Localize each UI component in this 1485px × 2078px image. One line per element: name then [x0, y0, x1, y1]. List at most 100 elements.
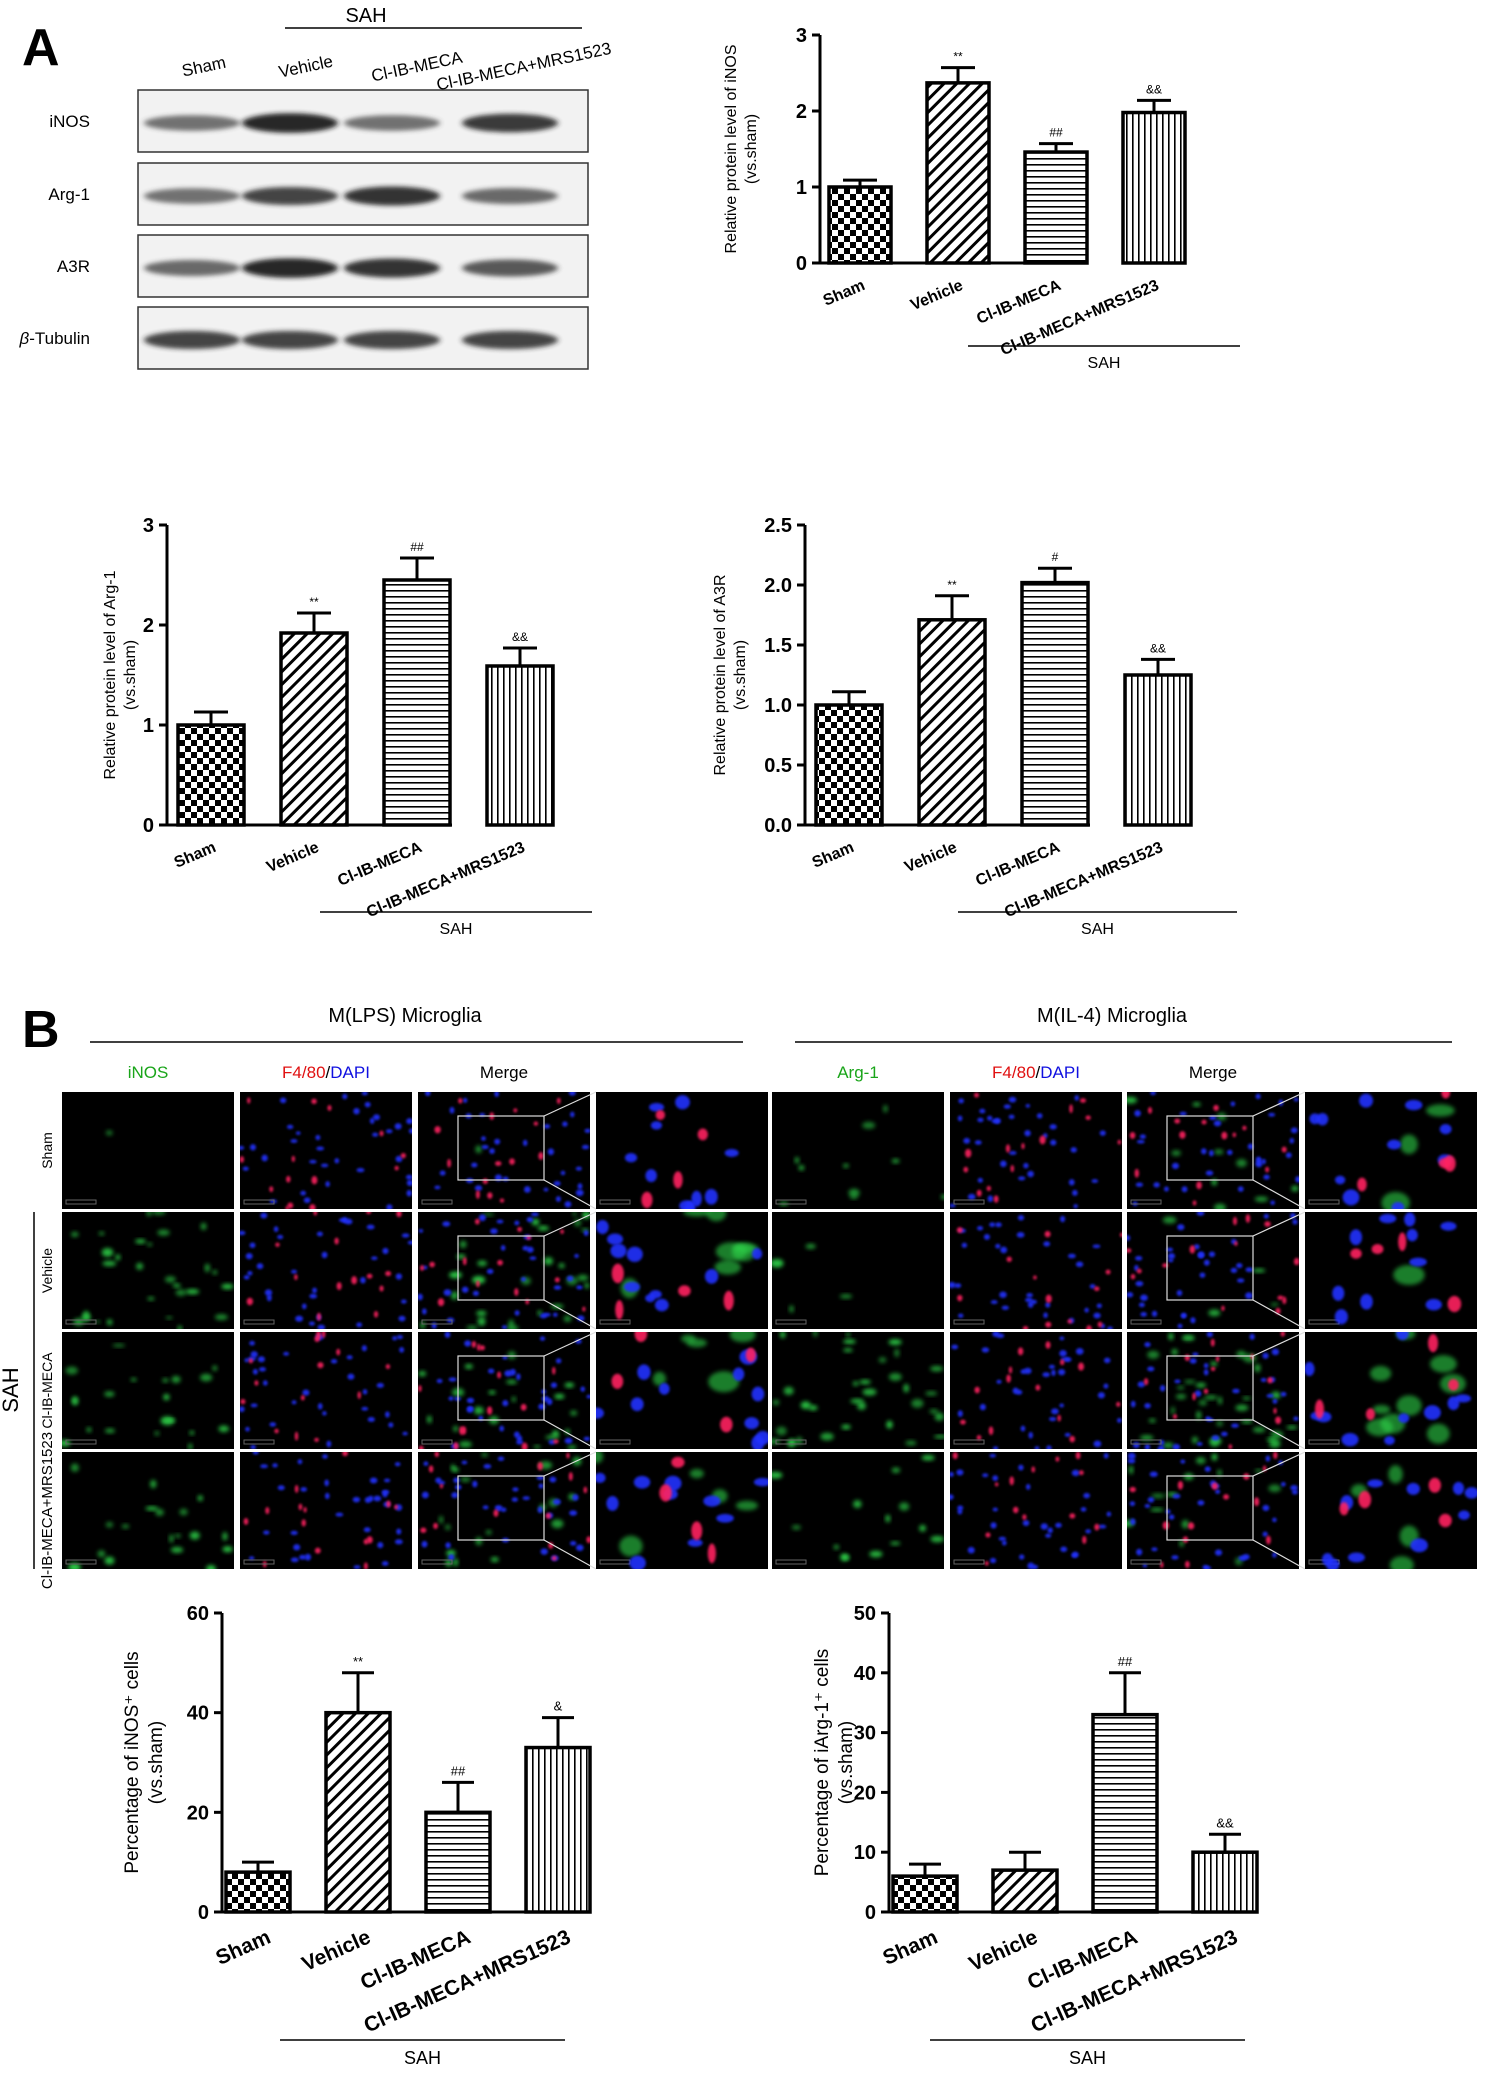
wb-row-label-prefix: β [18, 329, 29, 348]
significance-mark: ## [1118, 1654, 1133, 1669]
x-tick-label: Vehicle [264, 839, 322, 876]
bar [891, 1874, 959, 1914]
x-tick-label: Cl-IB-MECA [973, 839, 1063, 890]
row-label: Vehicle [39, 1248, 55, 1293]
y-tick-label: 20 [187, 1802, 209, 1824]
y-tick-label: 2 [143, 615, 154, 637]
micrograph-tile [62, 1452, 234, 1569]
wb-band [242, 113, 338, 133]
sah-label: SAH [1069, 2048, 1106, 2068]
wb-lane-label: Sham [180, 53, 227, 81]
y-axis-label-unit: (vs.sham) [732, 640, 749, 710]
micrograph-tile [240, 1212, 412, 1329]
micrograph-tile [772, 1452, 944, 1569]
col-label-green: Arg-1 [837, 1063, 879, 1082]
chart-a3r: 0.0 0.5 1.0 1.5 2.0 2.5 Relative protein level… [712, 515, 1237, 938]
chart-arg1: 0 1 2 3 Relative protein level of Arg-1 (vs.s… [102, 515, 592, 938]
micrograph-tile [772, 1092, 944, 1209]
zoom-guide [543, 1091, 597, 1117]
micrograph-tile [62, 1212, 234, 1329]
micrograph-zoom-tile [1321, 1465, 1477, 1569]
sah-label: SAH [1088, 355, 1121, 372]
zoom-guide [1252, 1211, 1306, 1237]
micrograph-tile [240, 1092, 412, 1209]
wb-band [344, 331, 440, 349]
bar [524, 1745, 592, 1914]
x-tick-label: Sham [212, 1926, 274, 1970]
zoom-guide [1252, 1419, 1306, 1450]
micrograph-tile [596, 1332, 768, 1449]
x-tick-label: Cl-IB-MECA [335, 839, 425, 890]
significance-mark: && [1150, 641, 1166, 655]
micrograph-tile [1127, 1451, 1306, 1570]
micrograph-zoom-tile [596, 1332, 768, 1449]
chart-inos: 0 1 2 3 Relative protein level of iNOS (vs.sh… [723, 25, 1240, 372]
zoom-guide [543, 1299, 597, 1330]
y-tick-label: 2.5 [764, 515, 792, 537]
section-title-lps: M(LPS) Microglia [328, 1005, 482, 1027]
y-axis-label-unit: (vs.sham) [836, 1721, 857, 1804]
panel-letter-a: A [22, 19, 60, 77]
y-axis-label: Percentage of iNOS⁺ cells [122, 1651, 143, 1873]
micrograph-tile [62, 1332, 234, 1449]
wb-row-label-rest: -Tubulin [29, 329, 90, 348]
zoom-guide [1252, 1539, 1306, 1570]
micrograph-tile [596, 1092, 768, 1209]
wb-band [144, 260, 240, 276]
x-tick-label: Sham [810, 839, 857, 872]
y-axis-label-unit: (vs.sham) [743, 114, 760, 184]
bar [224, 1870, 292, 1914]
micrograph-tile [418, 1211, 597, 1330]
micrograph-tile [1305, 1092, 1477, 1209]
significance-mark: ## [451, 1763, 466, 1778]
zoom-guide [1252, 1091, 1306, 1117]
x-tick-label: Cl-IB-MECA [974, 277, 1064, 328]
x-tick-label: Vehicle [299, 1926, 374, 1976]
x-tick-label: Vehicle [902, 839, 960, 876]
y-axis-label-unit: (vs.sham) [146, 1721, 167, 1804]
micrograph-tile [950, 1092, 1122, 1209]
zoom-guide [543, 1539, 597, 1570]
bar [1191, 1850, 1259, 1914]
row-label: Cl-IB-MECA+MRS1523 [39, 1432, 56, 1589]
micrograph-tile [1127, 1211, 1306, 1330]
micrograph-tile [62, 1092, 234, 1209]
zoom-guide [1252, 1451, 1306, 1477]
bar [382, 578, 452, 827]
y-axis-label: Relative protein level of A3R [712, 575, 729, 776]
wb-band [344, 258, 440, 278]
sah-label: SAH [440, 921, 473, 938]
micrograph-zoom-tile [1309, 1092, 1456, 1209]
col-label-red-blue: F4/80/DAPI [992, 1063, 1080, 1082]
wb-band [242, 187, 338, 205]
y-tick-label: 0 [143, 815, 154, 837]
zoom-box [1166, 1475, 1254, 1541]
wb-band [462, 188, 558, 204]
x-tick-label: Cl-IB-MECA+MRS1523 [998, 277, 1161, 359]
y-tick-label: 1.5 [764, 635, 792, 657]
y-tick-label: 40 [187, 1703, 209, 1725]
wb-band [462, 331, 558, 349]
col-label-red-part: F4/80 [282, 1063, 325, 1082]
panel-letter-b: B [22, 1001, 60, 1059]
col-label-green: iNOS [128, 1063, 169, 1082]
y-tick-label: 1 [796, 177, 807, 199]
y-tick-label: 40 [854, 1663, 876, 1685]
x-tick-label: Sham [172, 839, 219, 872]
x-tick-label: Vehicle [966, 1926, 1041, 1976]
row-label: Cl-IB-MECA [39, 1352, 55, 1429]
significance-mark: & [554, 1699, 563, 1714]
sah-row-label: SAH [0, 1367, 23, 1412]
sah-label: SAH [404, 2048, 441, 2068]
micrograph-tile [418, 1091, 597, 1210]
micrograph-zoom-tile [596, 1452, 768, 1569]
micrograph-zoom-tile [1332, 1212, 1462, 1325]
section-title-il4: M(IL-4) Microglia [1037, 1005, 1188, 1027]
bar [176, 723, 246, 827]
col-label-merge: Merge [480, 1063, 528, 1082]
y-tick-label: 3 [796, 25, 807, 47]
y-tick-label: 2 [796, 101, 807, 123]
col-label-merge: Merge [1189, 1063, 1237, 1082]
zoom-guide [543, 1419, 597, 1450]
significance-mark: ** [947, 578, 957, 592]
